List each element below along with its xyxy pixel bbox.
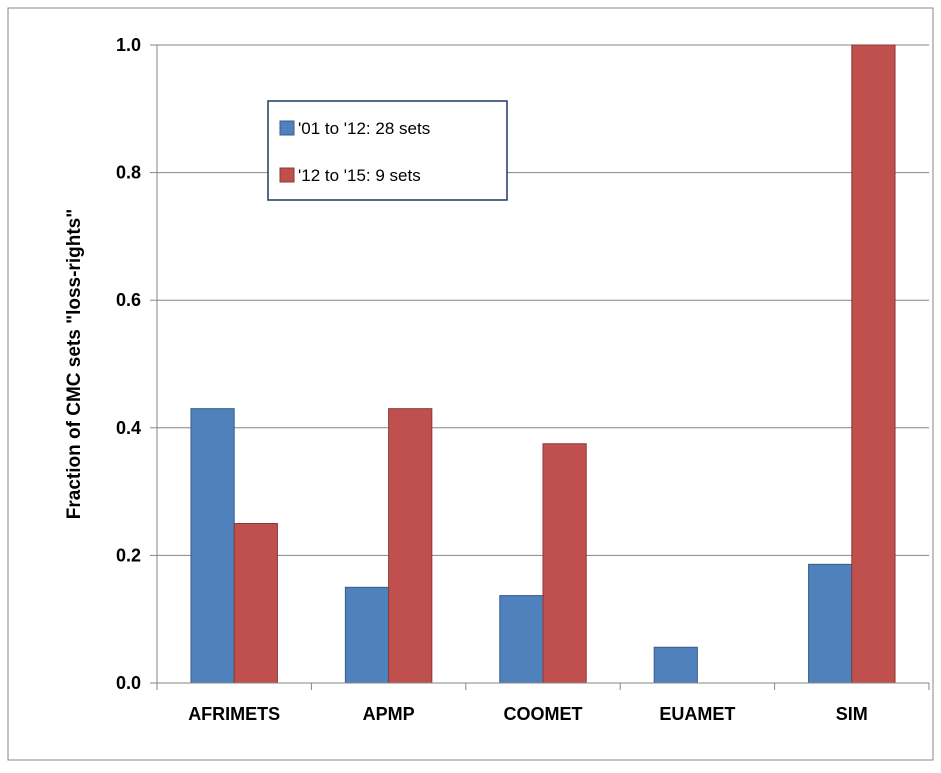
x-category-label-euamet: EUAMET [659, 704, 735, 724]
bar-afrimets-series-2 [233, 523, 278, 684]
legend-swatch-series-2 [279, 167, 295, 183]
y-tick-label-0: 0.0 [116, 673, 141, 693]
bar-afrimets-series-1 [190, 408, 235, 684]
legend-box [267, 100, 508, 201]
legend-label-series-2: '12 to '15: 9 sets [298, 166, 421, 185]
legend-label-series-1: '01 to '12: 28 sets [298, 119, 430, 138]
y-axis-title: Fraction of CMC sets "loss-rights" [64, 209, 85, 519]
x-category-label-coomet: COOMET [504, 704, 583, 724]
legend: '01 to '12: 28 sets '12 to '15: 9 sets [267, 100, 508, 201]
y-tick-label-5: 1.0 [116, 35, 141, 55]
gridlines [157, 44, 929, 556]
bar-apmp-series-1 [344, 586, 390, 684]
y-tick-label-1: 0.2 [116, 545, 141, 565]
x-category-label-sim: SIM [836, 704, 868, 724]
legend-swatch-series-1 [279, 120, 295, 136]
bar-coomet-series-1 [499, 595, 544, 684]
bar-sim-series-2 [851, 44, 896, 684]
bar-euamet-series-1 [653, 646, 698, 684]
y-tick-label-4: 0.8 [116, 163, 141, 183]
y-tick-label-2: 0.4 [116, 418, 141, 438]
bar-apmp-series-2 [388, 408, 433, 684]
y-tick-label-3: 0.6 [116, 290, 141, 310]
bars [190, 44, 896, 684]
bar-sim-series-1 [808, 563, 853, 684]
x-category-label-apmp: APMP [363, 704, 415, 724]
axis-labels: 0.0 0.2 0.4 0.6 0.8 1.0 AFRIMETS APMP COOMET EUAM… [116, 35, 868, 724]
bar-coomet-series-2 [542, 443, 587, 684]
x-category-label-afrimets: AFRIMETS [188, 704, 280, 724]
axes [150, 44, 930, 690]
